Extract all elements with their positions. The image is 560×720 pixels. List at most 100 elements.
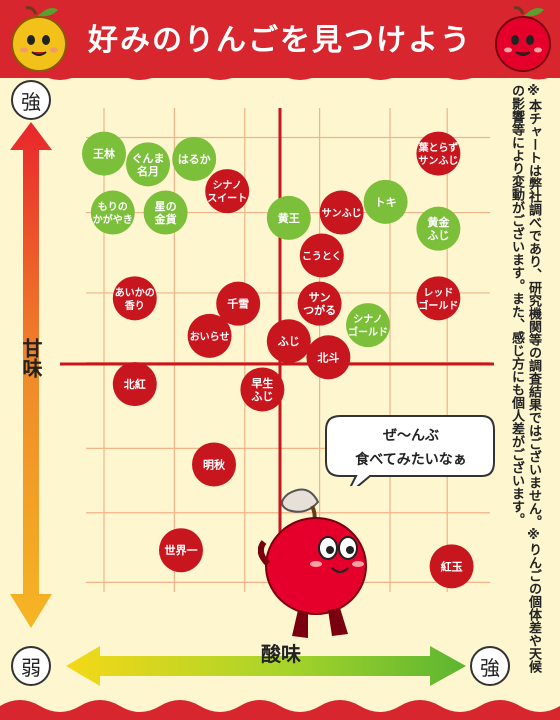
apple-label: 北紅	[124, 377, 146, 391]
apple-dot	[416, 131, 461, 176]
apple-label: サンふじ	[322, 208, 362, 220]
apple-label: 金貨	[154, 212, 177, 226]
apple-label: あいかの	[115, 286, 155, 299]
apple-label: ぐんま	[132, 152, 165, 165]
apple-label: こうとく	[302, 250, 342, 262]
sourness-axis-title: 酸味	[261, 642, 301, 666]
apple-label: 葉とらず	[417, 141, 458, 154]
apple-label: ふじ	[278, 335, 300, 348]
apple-marker: 千雪	[216, 281, 261, 326]
apple-label: 黄王	[278, 211, 300, 225]
apple-marker: 北斗	[306, 335, 351, 380]
apple-dot	[363, 179, 408, 224]
apple-marker: こうとく	[299, 233, 344, 278]
apple-label: 名月	[137, 164, 159, 178]
apple-marker: はるか	[172, 136, 217, 181]
apple-label: シナノ	[353, 314, 383, 326]
apple-label: サン	[309, 291, 331, 304]
apple-dot	[143, 190, 188, 235]
apple-marker: 北紅	[112, 362, 157, 407]
apple-dot	[187, 313, 232, 358]
apple-label: 星の	[155, 200, 177, 213]
apple-dot	[172, 136, 217, 181]
apple-dot	[416, 206, 461, 251]
apple-dot	[159, 528, 203, 573]
sweetness-axis-title: 甘味	[19, 338, 43, 378]
apple-dot	[416, 276, 461, 321]
apple-label: ふじ	[251, 390, 273, 403]
apple-dot	[346, 303, 390, 348]
apple-dot	[216, 281, 261, 326]
apple-label: シナノ	[212, 180, 242, 192]
apple-label: 香り	[125, 299, 145, 312]
sweetness-low-label: 弱	[11, 646, 51, 686]
yellow-apple-mascot-icon	[11, 6, 67, 72]
apple-mascot-icon	[258, 488, 367, 638]
page-title: 好みのりんごを見つけよう	[88, 23, 472, 58]
header-wave	[0, 60, 560, 80]
apple-dot	[266, 195, 311, 240]
footer-wave	[0, 700, 560, 720]
apple-dot	[82, 131, 126, 176]
apple-label: ふじ	[427, 229, 449, 242]
apple-dot	[306, 335, 351, 380]
apple-label: ゴールド	[418, 299, 458, 312]
apple-dot	[90, 190, 135, 235]
apple-dot	[429, 544, 474, 589]
apple-dot	[192, 442, 236, 487]
apple-label: 世界一	[165, 543, 198, 557]
apple-label: おいらせ	[190, 331, 230, 343]
sourness-arrow	[66, 646, 466, 686]
apple-label: 紅玉	[441, 559, 463, 573]
sweetness-high-label: 強	[11, 80, 51, 120]
apple-label: はるか	[178, 153, 211, 166]
apple-marker: 黄王	[266, 195, 311, 240]
apple-marker: ふじ	[266, 319, 311, 364]
red-apple-mascot-icon	[495, 6, 551, 72]
apple-label: ゴールド	[348, 326, 388, 339]
apple-label: 黄金	[427, 215, 450, 229]
apple-label: 早生	[251, 376, 273, 390]
speech-bubble	[325, 415, 495, 486]
speech-bubble-text: ぜ〜んぶ 食べてみたいなぁ	[338, 424, 484, 472]
speech-line-2: 食べてみたいなぁ	[355, 452, 467, 468]
apple-marker: 王林	[82, 131, 126, 176]
apple-label: 千雪	[227, 297, 249, 311]
apple-marker: おいらせ	[187, 313, 232, 358]
apple-marker: 明秋	[192, 442, 236, 487]
apple-label: もりの	[98, 201, 128, 213]
apple-dot	[240, 367, 285, 412]
apple-label: 王林	[93, 147, 115, 161]
apple-dot	[297, 281, 342, 326]
apple-label: 明秋	[203, 457, 226, 471]
apple-dot	[319, 190, 364, 235]
apple-label: レッド	[423, 287, 453, 299]
apple-label: スイート	[207, 193, 247, 205]
apple-marker: 紅玉	[429, 544, 474, 589]
apple-label: トキ	[375, 196, 397, 209]
apple-marker: 世界一	[159, 528, 203, 573]
apple-label: サンふじ	[418, 155, 458, 167]
apple-marker: トキ	[363, 179, 408, 224]
apple-label: 北斗	[317, 350, 339, 364]
sourness-high-label: 強	[470, 646, 510, 686]
sweetness-arrow	[10, 122, 52, 628]
apple-marker: サンふじ	[319, 190, 364, 235]
apple-dot	[205, 169, 250, 214]
apple-label: かがやき	[93, 213, 133, 226]
disclaimer-note: ※本チャートは弊社調べであり、研究機関等の調査結果ではございません。※りんごの個…	[509, 84, 541, 673]
apple-dot	[126, 142, 170, 187]
apple-dot	[266, 319, 311, 364]
